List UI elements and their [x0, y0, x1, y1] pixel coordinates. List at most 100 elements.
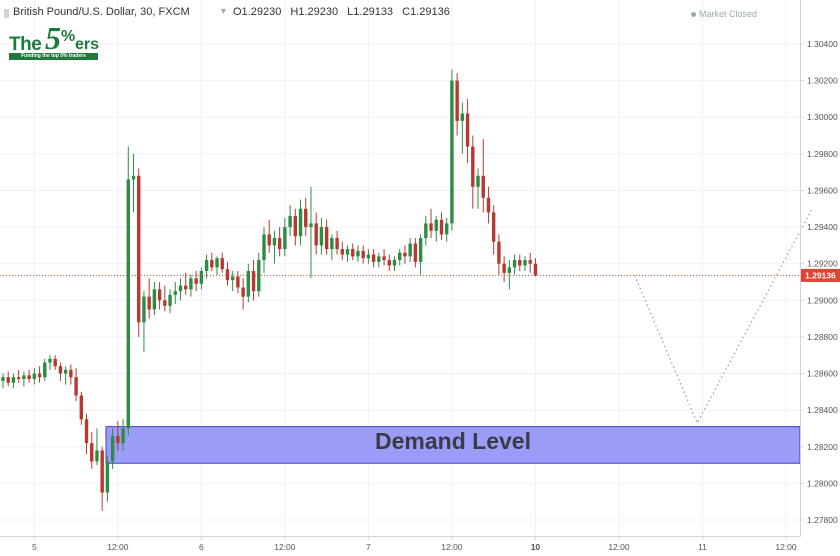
candle-body — [37, 373, 42, 378]
candle-body — [340, 249, 344, 255]
logo-tagline: Funding the top 5% traders — [9, 53, 98, 60]
candle-body — [194, 278, 198, 284]
candle-body — [116, 435, 120, 444]
candle-body — [304, 208, 308, 228]
candle-body — [251, 271, 256, 292]
candle-body — [272, 238, 277, 246]
time-tick-label: 12:00 — [107, 542, 129, 552]
candle-body — [351, 249, 355, 257]
price-tick-label: 1.30400 — [807, 39, 838, 49]
candle-body — [63, 369, 68, 374]
candle-body — [236, 276, 240, 288]
candle-body — [366, 254, 371, 259]
candle-body — [491, 212, 496, 242]
candle-body — [27, 375, 31, 380]
candle-body — [204, 260, 209, 272]
candle-body — [356, 250, 360, 257]
high-value: H1.29230 — [290, 6, 339, 18]
current-price-tag-bg — [801, 268, 840, 282]
chart-header: British Pound/U.S. Dollar, 30, FXCM ▼ O1… — [0, 0, 800, 24]
logo-suffix: ers — [75, 36, 100, 53]
drag-handle-icon[interactable] — [4, 9, 9, 18]
candle-body — [74, 377, 78, 396]
candle-body — [110, 435, 115, 462]
price-tick-label: 1.27800 — [807, 515, 838, 525]
candle-body — [403, 252, 407, 257]
projection-path — [634, 208, 813, 425]
candle-body — [361, 250, 365, 259]
candle-body — [230, 276, 235, 281]
demand-zone[interactable] — [105, 426, 801, 464]
candle-body — [53, 358, 57, 367]
price-tick-label: 1.28800 — [807, 332, 838, 342]
brand-logo: The 5 % ers Funding the top 5% traders — [9, 20, 101, 62]
status-dot-icon — [690, 12, 696, 18]
candle-body — [507, 267, 512, 273]
price-tick-label: 1.29600 — [807, 185, 838, 195]
open-value: O1.29230 — [233, 6, 282, 18]
candle-body — [11, 377, 16, 383]
candle-body — [137, 175, 141, 323]
time-tick-label: 10 — [531, 542, 541, 552]
candle-body — [220, 258, 224, 270]
candle-body — [43, 362, 47, 378]
price-tick-label: 1.29000 — [807, 295, 838, 305]
logo-number: 5 — [45, 20, 61, 56]
candle-body — [157, 289, 162, 301]
price-axis[interactable]: 1.30400 1.30200 1.30000 1.29800 1.29600 1.294… — [800, 39, 838, 525]
time-tick-label: 12:00 — [775, 542, 797, 552]
price-tick-label: 1.28000 — [807, 478, 838, 488]
candle-body — [199, 271, 204, 284]
candle-body — [424, 223, 428, 239]
time-tick-label: 7 — [366, 542, 371, 552]
candle-body — [502, 263, 506, 273]
candle-body — [283, 227, 287, 250]
candle-body — [277, 238, 282, 250]
candle-body — [460, 113, 465, 121]
chevron-down-icon[interactable]: ▼ — [219, 6, 228, 16]
candle-body — [215, 258, 219, 268]
price-tick-label: 1.30000 — [807, 112, 838, 122]
candle-body — [429, 223, 433, 231]
candle-body — [225, 269, 230, 281]
candle-body — [371, 254, 376, 262]
candle-body — [398, 252, 402, 261]
candle-body — [262, 234, 266, 261]
candle-body — [152, 289, 157, 310]
candle-body — [105, 461, 110, 493]
candle-body — [382, 256, 386, 261]
candle-body — [450, 80, 454, 224]
candle-body — [476, 175, 480, 187]
candle-body — [48, 358, 52, 363]
candle-body — [518, 260, 522, 266]
candle-body — [345, 249, 350, 255]
symbol-title[interactable]: British Pound/U.S. Dollar, 30, FXCM — [13, 6, 190, 18]
candle-body — [413, 243, 418, 262]
candle-body — [314, 223, 318, 246]
time-tick-label: 11 — [698, 542, 707, 552]
current-price-label: 1.29136 — [805, 271, 836, 281]
candle-body — [523, 260, 527, 266]
candle-body — [22, 375, 26, 380]
time-axis[interactable]: 5 12:00 6 12:00 7 12:00 10 12:00 11 12:00 — [32, 536, 797, 552]
candle-body — [418, 238, 423, 262]
price-tick-label: 1.29800 — [807, 149, 838, 159]
candle-body — [95, 450, 99, 462]
price-tick-label: 1.28200 — [807, 442, 838, 452]
ohlc-values: O1.29230 H1.29230 L1.29133 C1.29136 — [233, 6, 456, 18]
candle-body — [387, 260, 391, 266]
price-tick-label: 1.29400 — [807, 222, 838, 232]
time-tick-label: 5 — [32, 542, 37, 552]
candle-body — [377, 256, 381, 262]
candle-body — [168, 294, 172, 306]
price-tick-label: 1.30200 — [807, 76, 838, 86]
candle-body — [84, 419, 89, 444]
candle-body — [6, 377, 10, 383]
candle-body — [126, 179, 130, 429]
candle-body — [1, 377, 5, 381]
candle-body — [392, 260, 397, 266]
time-tick-label: 12:00 — [441, 542, 463, 552]
time-tick-label: 12:00 — [608, 542, 630, 552]
candle-body — [330, 238, 334, 250]
